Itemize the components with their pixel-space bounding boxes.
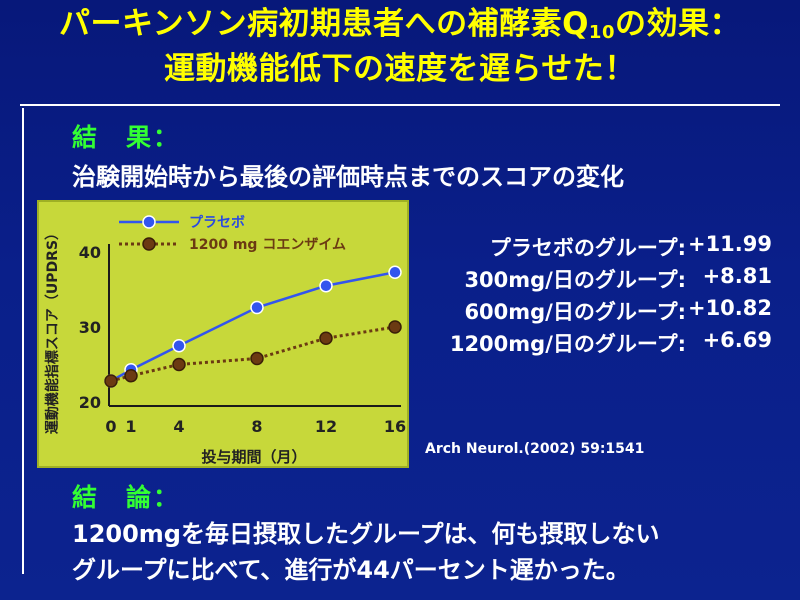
results-heading: 結 果： (72, 123, 181, 152)
result-value: +10.82 (687, 296, 772, 320)
group-results-list: プラセボのグループ: +11.99 300mg/日のグループ: +8.81 60… (414, 232, 786, 360)
legend-label: 1200 mg コエンザイム (189, 237, 346, 253)
result-row-600mg: 600mg/日のグループ: +10.82 (414, 296, 786, 328)
conclusion-line1: 1200mgを毎日摂取したグループは、何も摂取しない (72, 520, 660, 548)
slide-title-line2: 運動機能低下の速度を遅らせた！ (164, 51, 636, 87)
legend-swatch-marker (142, 215, 156, 229)
result-value: +11.99 (687, 232, 772, 256)
result-label: 1200mg/日のグループ: (449, 332, 686, 356)
x-tick-label: 1 (125, 417, 136, 436)
x-tick-label: 12 (315, 417, 337, 436)
result-label: 300mg/日のグループ: (464, 268, 686, 292)
result-label: プラセボのグループ: (489, 236, 686, 260)
title-subscript: 10 (588, 22, 615, 43)
data-point (319, 331, 333, 345)
title-text: パーキンソン病初期患者への補酵素Q (59, 6, 589, 42)
data-point (250, 351, 264, 366)
chart-panel: 20 30 40 0 1 4 8 12 16 投与期間（月） 運動機能指標スコア（UPDRS） プラセ… (37, 200, 409, 468)
line-chart: 20 30 40 0 1 4 8 12 16 投与期間（月） 運動機能指標スコア（UPDRS） プラセ… (44, 215, 406, 466)
result-value: +8.81 (702, 264, 772, 288)
y-axis-label: 運動機能指標スコア（UPDRS） (44, 226, 61, 434)
result-row-300mg: 300mg/日のグループ: +8.81 (414, 264, 786, 296)
result-label: 600mg/日のグループ: (464, 300, 686, 324)
title-divider (20, 104, 780, 106)
series-line-1 (110, 325, 396, 383)
legend-label: プラセボ (189, 215, 245, 231)
x-tick-label: 4 (173, 417, 184, 436)
data-point (172, 339, 186, 353)
data-point (388, 320, 402, 334)
y-tick-label: 40 (79, 243, 101, 262)
results-subtitle: 治験開始時から最後の評価時点までのスコアの変化 (72, 163, 624, 191)
data-point (250, 300, 264, 315)
result-value: +6.69 (702, 328, 772, 352)
conclusion-line2: グループに比べて、進行が44パーセント遅かった。 (72, 556, 630, 584)
result-row-placebo: プラセボのグループ: +11.99 (414, 232, 786, 264)
citation: Arch Neurol.(2002) 59:1541 (425, 441, 645, 457)
x-axis-label: 投与期間（月） (201, 448, 306, 466)
x-tick-label: 0 (105, 417, 116, 436)
x-tick-label: 8 (251, 417, 262, 436)
y-tick-label: 20 (79, 393, 101, 412)
y-tick-label: 30 (79, 318, 101, 337)
slide-title-line1: パーキンソン病初期患者への補酵素Q10の効果： (0, 4, 800, 53)
data-point (388, 265, 402, 279)
result-row-1200mg: 1200mg/日のグループ: +6.69 (414, 328, 786, 360)
data-point (319, 279, 333, 293)
legend-swatch-marker (142, 237, 156, 251)
title-text-end: の効果： (614, 6, 741, 42)
conclusion-heading: 結 論： (72, 483, 181, 512)
left-vertical-rule (22, 108, 24, 574)
x-tick-label: 16 (384, 417, 406, 436)
series-line-0 (110, 271, 396, 383)
data-point (104, 374, 118, 388)
data-point (124, 369, 138, 383)
data-point (172, 357, 186, 372)
